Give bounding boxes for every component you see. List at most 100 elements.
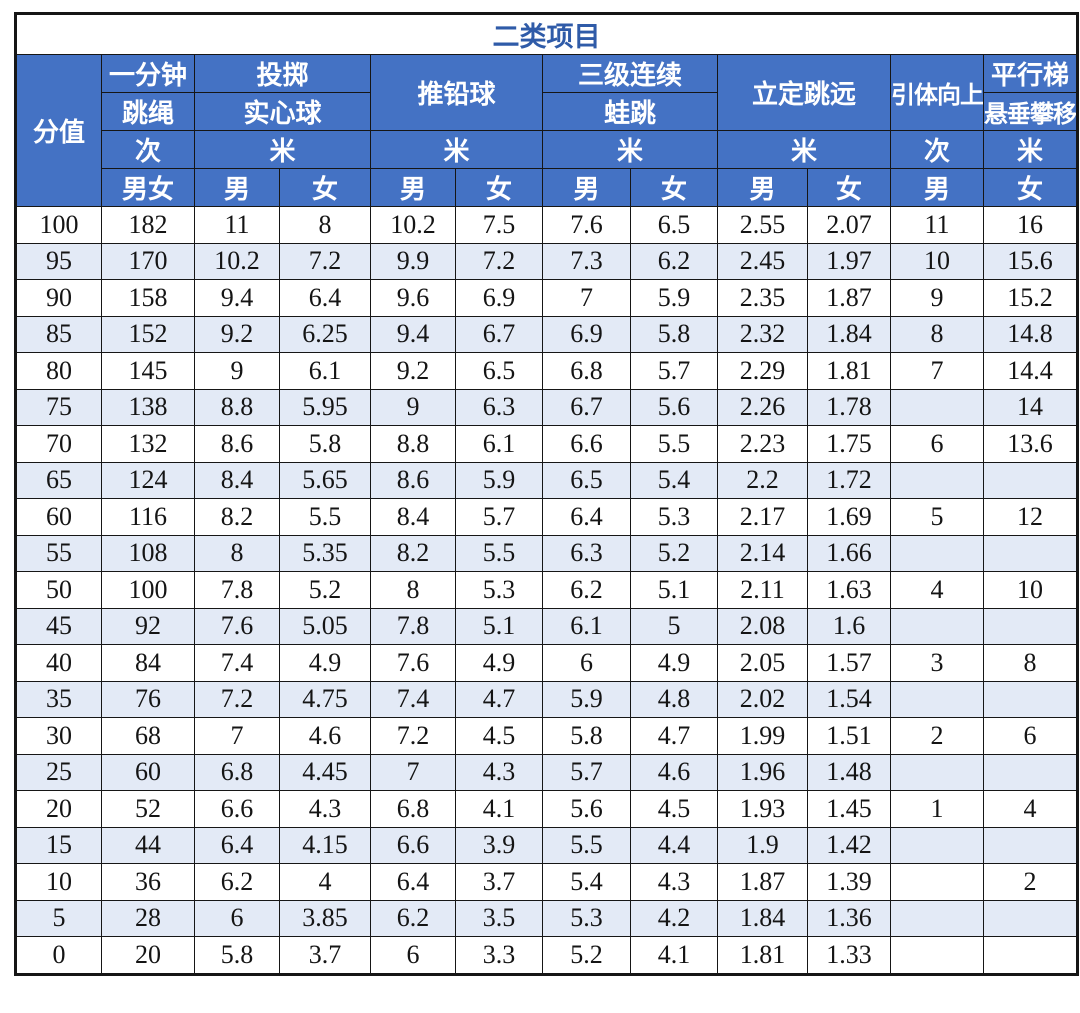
value-cell: 6.2 bbox=[194, 863, 280, 901]
unit-jump-rope: 次 bbox=[101, 130, 195, 169]
value-cell: 7.3 bbox=[542, 242, 631, 280]
value-cell: 6.7 bbox=[542, 388, 631, 426]
value-cell: 8.2 bbox=[370, 534, 456, 572]
value-cell: 6.1 bbox=[542, 607, 631, 645]
unit-shot-put: 米 bbox=[370, 130, 543, 169]
table-row: 50 100 7.8 5.2 8 5.3 6.2 5.1 2.11 1.63 4 10 bbox=[15, 571, 1078, 609]
header-frog-jump-line2: 蛙跳 bbox=[542, 92, 718, 131]
value-cell: 11 bbox=[194, 206, 280, 244]
value-cell: 1.87 bbox=[717, 863, 808, 901]
value-cell: 6.1 bbox=[279, 352, 371, 390]
value-cell: 2.45 bbox=[717, 242, 808, 280]
value-cell: 6.8 bbox=[542, 352, 631, 390]
value-cell bbox=[890, 534, 984, 572]
value-cell bbox=[890, 899, 984, 937]
value-cell: 3.7 bbox=[279, 936, 371, 975]
value-cell: 84 bbox=[101, 644, 195, 682]
score-cell: 65 bbox=[15, 461, 102, 499]
header-score: 分值 bbox=[15, 54, 102, 207]
value-cell: 5.05 bbox=[279, 607, 371, 645]
value-cell bbox=[890, 607, 984, 645]
value-cell: 170 bbox=[101, 242, 195, 280]
value-cell: 2.07 bbox=[807, 206, 891, 244]
table-row: 60 116 8.2 5.5 8.4 5.7 6.4 5.3 2.17 1.69 5 12 bbox=[15, 498, 1078, 536]
value-cell: 6.6 bbox=[194, 790, 280, 828]
value-cell: 12 bbox=[983, 498, 1078, 536]
header-jump-rope-line1: 一分钟 bbox=[101, 54, 195, 93]
value-cell: 6.4 bbox=[542, 498, 631, 536]
value-cell bbox=[983, 826, 1078, 864]
table-row: 100 182 11 8 10.2 7.5 7.6 6.5 2.55 2.07 11 16 bbox=[15, 206, 1078, 244]
value-cell: 4.45 bbox=[279, 753, 371, 791]
value-cell: 6.3 bbox=[455, 388, 543, 426]
value-cell: 3.85 bbox=[279, 899, 371, 937]
value-cell: 9 bbox=[194, 352, 280, 390]
value-cell: 132 bbox=[101, 425, 195, 463]
value-cell: 5.5 bbox=[630, 425, 718, 463]
value-cell: 8.6 bbox=[370, 461, 456, 499]
table-row: 45 92 7.6 5.05 7.8 5.1 6.1 5 2.08 1.6 bbox=[15, 607, 1078, 645]
table-row: 40 84 7.4 4.9 7.6 4.9 6 4.9 2.05 1.57 3 8 bbox=[15, 644, 1078, 682]
header-ladder-line2: 悬垂攀移 bbox=[983, 92, 1078, 131]
value-cell: 4 bbox=[279, 863, 371, 901]
header-pull-up: 引体向上 bbox=[890, 54, 984, 131]
value-cell: 1.69 bbox=[807, 498, 891, 536]
score-cell: 5 bbox=[15, 899, 102, 937]
value-cell: 5.8 bbox=[194, 936, 280, 975]
value-cell: 1.78 bbox=[807, 388, 891, 426]
value-cell: 6.5 bbox=[630, 206, 718, 244]
value-cell bbox=[890, 863, 984, 901]
value-cell: 5.2 bbox=[630, 534, 718, 572]
value-cell: 1.84 bbox=[717, 899, 808, 937]
value-cell: 5.4 bbox=[542, 863, 631, 901]
value-cell: 7.8 bbox=[194, 571, 280, 609]
table-row: 0 20 5.8 3.7 6 3.3 5.2 4.1 1.81 1.33 bbox=[15, 936, 1078, 975]
value-cell: 7.8 bbox=[370, 607, 456, 645]
score-table-container: 二类项目 分值 一分钟 投掷 推铅球 三级连续 立定跳远 引体向上 平行梯 跳绳… bbox=[14, 12, 1079, 976]
value-cell: 8 bbox=[370, 571, 456, 609]
value-cell: 124 bbox=[101, 461, 195, 499]
value-cell: 1.66 bbox=[807, 534, 891, 572]
value-cell: 8 bbox=[279, 206, 371, 244]
value-cell: 4 bbox=[890, 571, 984, 609]
value-cell: 10.2 bbox=[194, 242, 280, 280]
table-body: 100 182 11 8 10.2 7.5 7.6 6.5 2.55 2.07 11 16 95 170 1… bbox=[15, 206, 1078, 975]
value-cell: 13.6 bbox=[983, 425, 1078, 463]
value-cell: 5.5 bbox=[542, 826, 631, 864]
gender-shot-put-female: 女 bbox=[455, 168, 543, 207]
value-cell: 145 bbox=[101, 352, 195, 390]
value-cell: 6.4 bbox=[370, 863, 456, 901]
value-cell: 1.36 bbox=[807, 899, 891, 937]
header-row-event-line1: 分值 一分钟 投掷 推铅球 三级连续 立定跳远 引体向上 平行梯 bbox=[15, 54, 1078, 207]
value-cell: 7 bbox=[194, 717, 280, 755]
value-cell: 5.2 bbox=[542, 936, 631, 975]
value-cell: 3.5 bbox=[455, 899, 543, 937]
table-row: 55 108 8 5.35 8.2 5.5 6.3 5.2 2.14 1.66 bbox=[15, 534, 1078, 572]
table-row: 80 145 9 6.1 9.2 6.5 6.8 5.7 2.29 1.81 7 14.4 bbox=[15, 352, 1078, 390]
value-cell: 6.5 bbox=[455, 352, 543, 390]
value-cell: 1.96 bbox=[717, 753, 808, 791]
value-cell: 2.14 bbox=[717, 534, 808, 572]
value-cell: 68 bbox=[101, 717, 195, 755]
value-cell: 1.81 bbox=[807, 352, 891, 390]
value-cell: 4 bbox=[983, 790, 1078, 828]
value-cell: 4.3 bbox=[279, 790, 371, 828]
unit-long-jump: 米 bbox=[717, 130, 891, 169]
value-cell: 5.9 bbox=[455, 461, 543, 499]
table-row: 15 44 6.4 4.15 6.6 3.9 5.5 4.4 1.9 1.42 bbox=[15, 826, 1078, 864]
value-cell: 1.33 bbox=[807, 936, 891, 975]
value-cell: 2.55 bbox=[717, 206, 808, 244]
value-cell: 5.6 bbox=[630, 388, 718, 426]
table-row: 75 138 8.8 5.95 9 6.3 6.7 5.6 2.26 1.78 14 bbox=[15, 388, 1078, 426]
value-cell: 10 bbox=[890, 242, 984, 280]
score-cell: 45 bbox=[15, 607, 102, 645]
header-solid-ball-line2: 实心球 bbox=[194, 92, 371, 131]
value-cell: 6.5 bbox=[542, 461, 631, 499]
value-cell: 4.3 bbox=[630, 863, 718, 901]
value-cell: 2.08 bbox=[717, 607, 808, 645]
value-cell: 6.1 bbox=[455, 425, 543, 463]
gender-frog-jump-male: 男 bbox=[542, 168, 631, 207]
value-cell: 4.15 bbox=[279, 826, 371, 864]
value-cell bbox=[890, 680, 984, 718]
score-cell: 35 bbox=[15, 680, 102, 718]
